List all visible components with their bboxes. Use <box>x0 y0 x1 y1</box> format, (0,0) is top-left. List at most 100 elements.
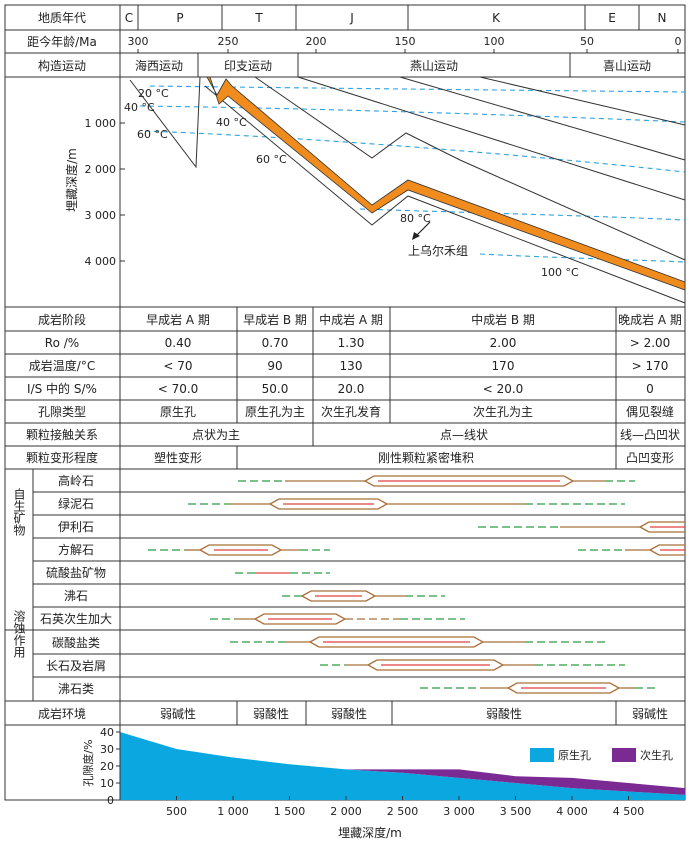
cell: 点状为主 <box>192 428 240 442</box>
row-label: 成岩阶段 <box>38 312 86 327</box>
environment-cell: 弱酸性 <box>253 706 289 721</box>
x-tick-label: 500 <box>166 805 187 818</box>
y-tick-label: 10 <box>100 777 114 790</box>
cell: 次生孔为主 <box>473 405 533 419</box>
row-label: I/S 中的 S/% <box>27 381 97 396</box>
burial-panel: 埋藏深度/m 1 000 2 000 3 000 4 000 20 °C <box>4 76 686 308</box>
mineral-label: 高岭石 <box>58 473 94 488</box>
age-tick: 50 <box>580 35 594 48</box>
mineral-label: 伊利石 <box>58 520 94 534</box>
depth-tick: 4 000 <box>85 255 117 268</box>
row-label: 孔隙类型 <box>38 405 86 419</box>
temp-label: 60 °C <box>137 128 168 141</box>
age-tick-marks <box>137 49 679 53</box>
age-tick: 100 <box>484 35 505 48</box>
environment-cell: 弱碱性 <box>632 707 668 721</box>
cell: 20.0 <box>338 382 365 396</box>
cell: 刚性颗粒紧密堆积 <box>378 450 474 465</box>
era-label: 地质年代 <box>38 11 86 25</box>
age-tick: 200 <box>306 35 327 48</box>
age-ticks: 300 250 200 150 100 50 0 <box>128 35 682 48</box>
cell: 2.00 <box>490 336 517 350</box>
series-area-primary <box>120 732 685 800</box>
tectonic-indosinian: 印支运动 <box>224 59 272 73</box>
cell: < 70 <box>163 359 192 373</box>
era-n: N <box>658 11 667 25</box>
x-tick-label: 4 500 <box>613 805 645 818</box>
cell: 原生孔为主 <box>245 405 305 419</box>
cell: 130 <box>340 359 363 373</box>
temp-label: 80 °C <box>400 212 431 225</box>
formation-band <box>206 76 686 291</box>
temp-label: 20 °C <box>138 87 169 100</box>
y-axis-label: 孔隙度/% <box>81 739 95 786</box>
x-tick-label: 3 000 <box>443 805 475 818</box>
era-p: P <box>176 11 183 25</box>
mineral-label: 绿泥石 <box>58 496 94 511</box>
mineral-label: 硫酸盐矿物 <box>46 565 106 580</box>
cell: 0.70 <box>262 336 289 350</box>
legend-label-secondary: 次生孔 <box>640 748 673 762</box>
environment-label: 成岩环境 <box>38 706 86 721</box>
dissolution-label: 碳酸盐类 <box>52 635 100 650</box>
tectonic-label: 构造运动 <box>38 58 86 73</box>
legend: 原生孔 次生孔 <box>530 748 673 762</box>
series-area-secondary <box>120 732 685 795</box>
arrowhead-icon <box>412 232 420 240</box>
cell: 凸凹变形 <box>626 450 674 465</box>
mineral-table <box>4 468 686 702</box>
y-ticks: 0 10 20 30 40 <box>100 726 120 807</box>
x-tick-label: 1 000 <box>217 805 249 818</box>
era-c: C <box>125 11 133 25</box>
legend-label-primary: 原生孔 <box>558 748 591 762</box>
temp-label: 40 °C <box>124 101 155 114</box>
temp-label: 100 °C <box>541 266 579 279</box>
dissolution-label: 长石及岩屑 <box>46 658 106 673</box>
cell: > 170 <box>632 359 669 373</box>
cell: > 2.00 <box>630 336 671 350</box>
environment-cell: 弱碱性 <box>160 707 196 721</box>
legend-swatch-primary <box>530 748 554 762</box>
row-label: 成岩温度/°C <box>29 358 95 373</box>
age-tick: 0 <box>675 35 682 48</box>
y-tick-label: 0 <box>107 794 114 807</box>
cell: 90 <box>267 359 282 373</box>
x-ticks: 500 1 000 1 500 2 000 2 500 3 000 3 500 4 000 4 … <box>166 796 644 818</box>
porosity-chart: 0 10 20 30 40 500 1 000 1 500 2 000 2 500 3 000 3 … <box>4 724 686 840</box>
cell: 0.40 <box>165 336 192 350</box>
era-k: K <box>492 11 501 25</box>
environment-cell: 弱酸性 <box>486 706 522 721</box>
cell: 次生孔发育 <box>321 404 381 419</box>
mineral-bars <box>148 475 685 694</box>
group-authigenic: 自生矿物 <box>12 488 26 536</box>
depth-tick: 1 000 <box>85 117 117 130</box>
depth-tick: 2 000 <box>85 163 117 176</box>
age-tick: 300 <box>128 35 149 48</box>
y-tick-label: 30 <box>100 743 114 756</box>
x-tick-label: 3 500 <box>500 805 532 818</box>
row-label: 颗粒接触关系 <box>26 427 98 442</box>
cell: 原生孔 <box>160 405 196 419</box>
x-axis-label: 埋藏深度/m <box>338 825 402 840</box>
cell: < 70.0 <box>158 382 199 396</box>
cell: 早成岩 B 期 <box>243 312 307 327</box>
x-tick-label: 1 500 <box>274 805 306 818</box>
mineral-label: 石英次生加大 <box>40 612 112 626</box>
cell: 晚成岩 A 期 <box>618 312 682 327</box>
formation-arrow <box>415 221 431 237</box>
cell: < 20.0 <box>483 382 524 396</box>
property-rows: 成岩阶段 早成岩 A 期 早成岩 B 期 中成岩 A 期 中成岩 B 期 晚成岩… <box>26 312 682 465</box>
age-label: 距今年龄/Ma <box>27 34 97 49</box>
y-tick-label: 20 <box>100 760 114 773</box>
temp-label: 60 °C <box>256 153 287 166</box>
dissolution-label: 沸石类 <box>58 682 94 696</box>
depth-axis-label: 埋藏深度/m <box>64 148 79 212</box>
mineral-labels: 高岭石 绿泥石 伊利石 方解石 硫酸盐矿物 沸石 石英次生加大 碳酸盐类 长石及… <box>40 473 112 696</box>
cell: 170 <box>492 359 515 373</box>
cell: 50.0 <box>262 382 289 396</box>
tectonic-yanshan: 燕山运动 <box>410 59 458 73</box>
cell: 早成岩 A 期 <box>146 312 210 327</box>
cell: 0 <box>646 382 654 396</box>
range-hexagon <box>639 521 685 533</box>
